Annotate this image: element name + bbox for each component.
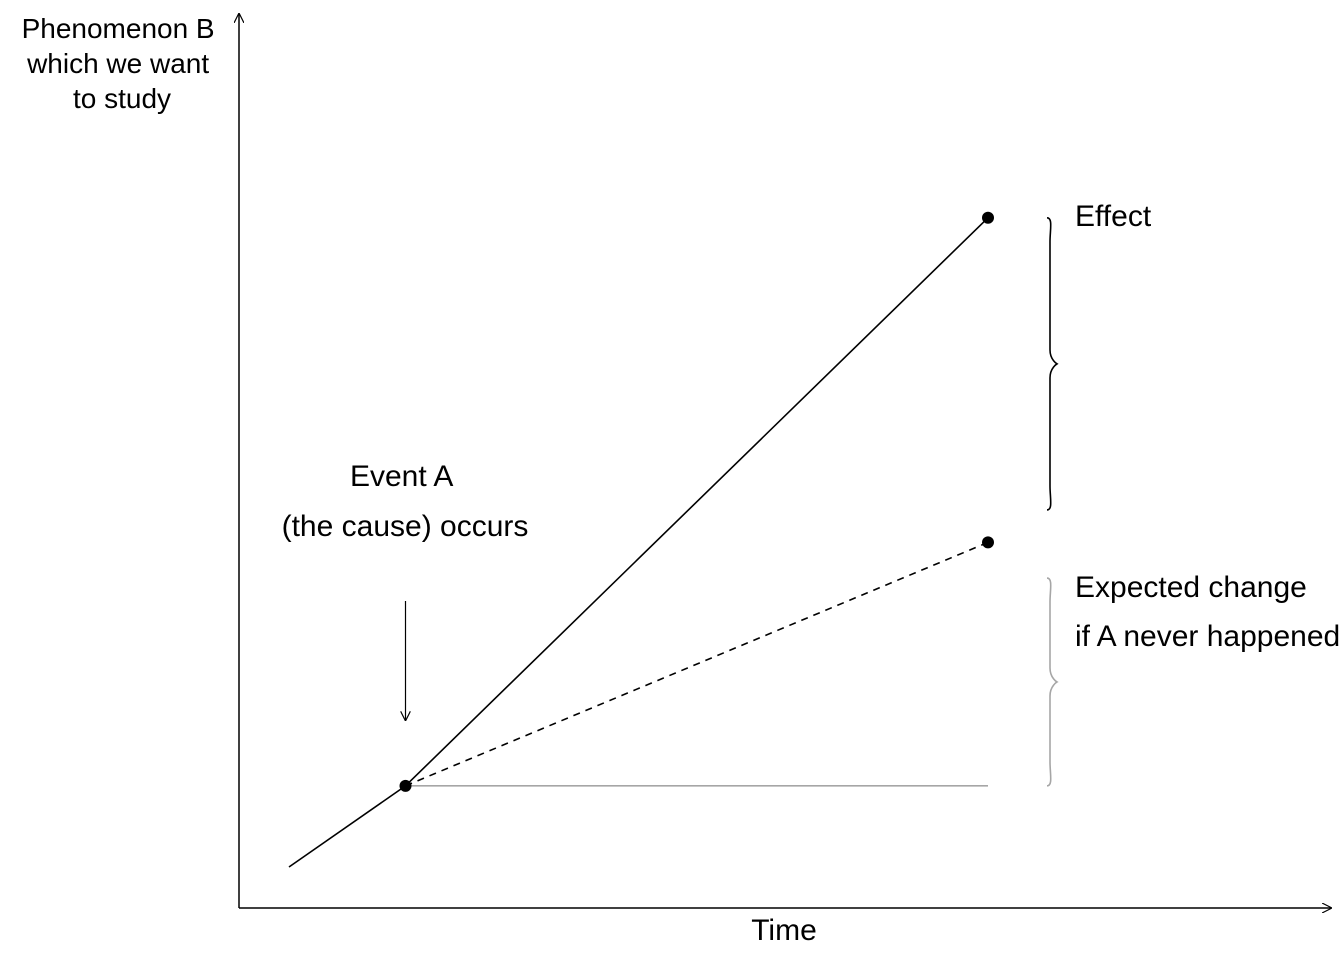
y-axis-label-line-1: Phenomenon B (22, 13, 215, 44)
y-axis-label: Phenomenon B which we want to study (22, 13, 223, 114)
expected-change-label-line-1: Expected change (1075, 571, 1307, 604)
event-point (399, 779, 412, 792)
counterfactual-dashed-line (405, 541, 989, 787)
y-axis-label-line-3: to study (73, 83, 171, 114)
actual-end-point (982, 211, 994, 224)
pre-event-trend-line (288, 785, 406, 868)
expected-change-brace (1046, 577, 1059, 787)
y-axis-label-line-2: which we want (26, 48, 209, 79)
expected-change-label-line-2: if A never happened (1075, 620, 1340, 653)
effect-label: Effect (1075, 200, 1152, 233)
event-label-line-2: (the cause) occurs (282, 510, 529, 543)
event-label: Event A (the cause) occurs (282, 460, 529, 543)
actual-outcome-line (404, 217, 989, 787)
counterfactual-end-point (982, 536, 994, 549)
event-label-line-1: Event A (350, 460, 453, 493)
x-axis-label: Time (751, 914, 817, 947)
expected-change-label: Expected change if A never happened (1075, 571, 1340, 653)
effect-brace (1046, 217, 1059, 511)
